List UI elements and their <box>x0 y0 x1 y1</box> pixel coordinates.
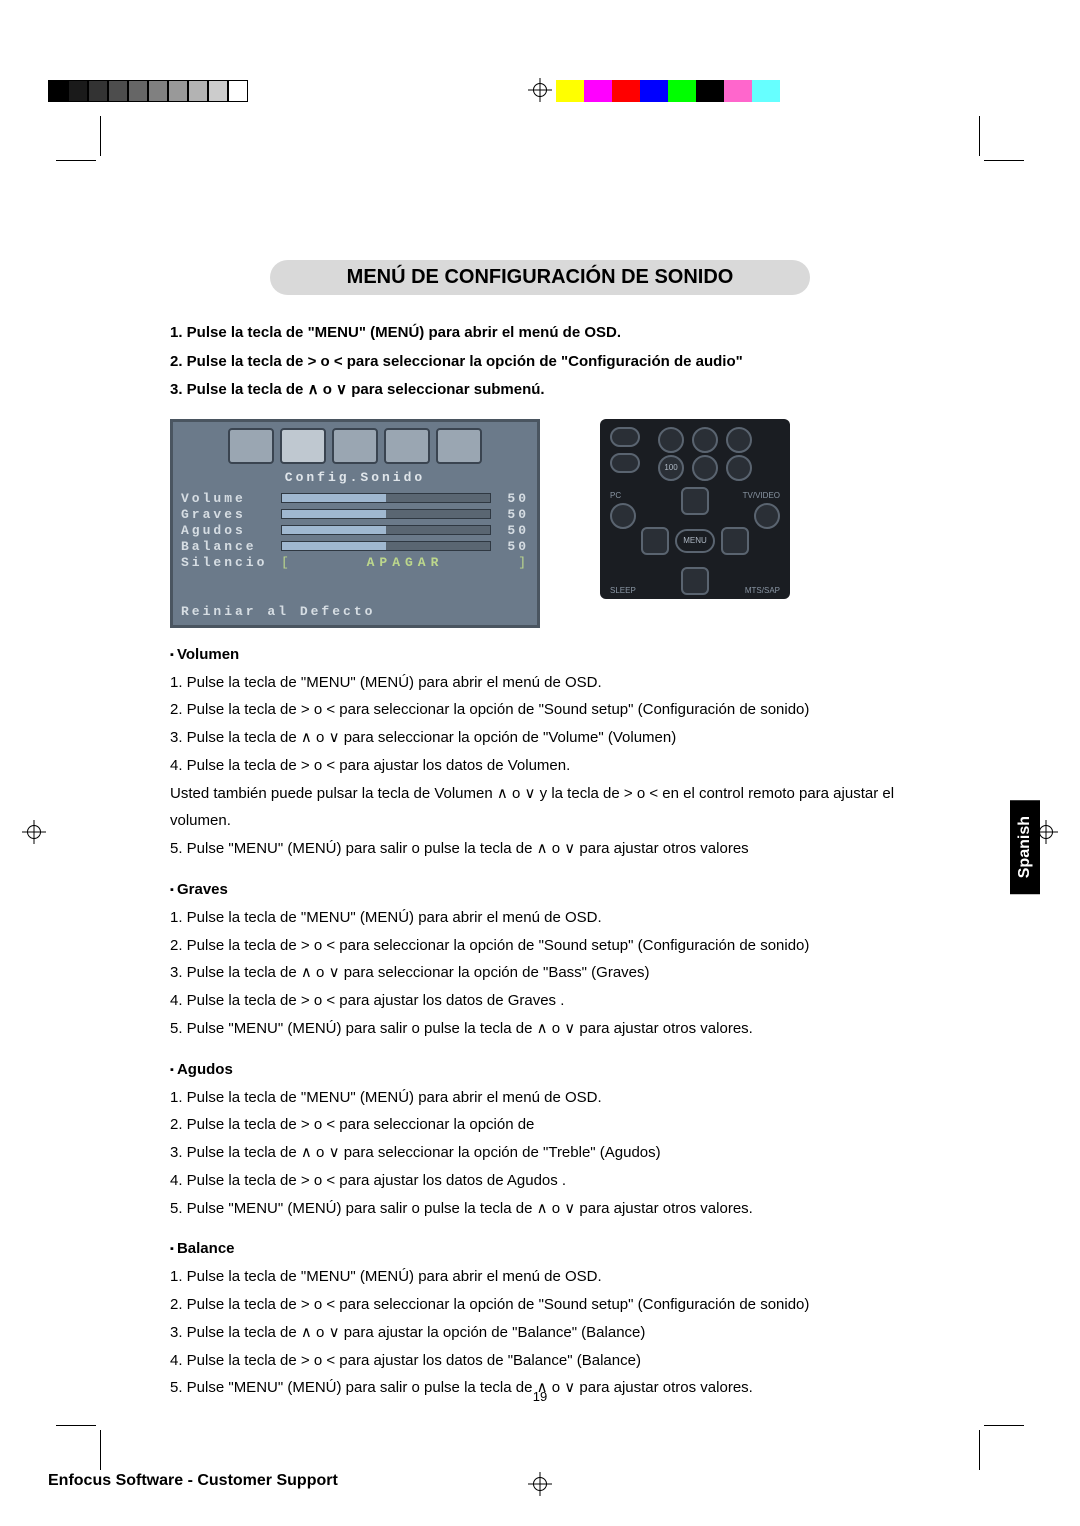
osd-tab-active <box>280 428 326 464</box>
registration-mark <box>528 78 552 102</box>
section-heading: Agudos <box>170 1061 910 1078</box>
step-line: 4. Pulse la tecla de > o < para ajustar … <box>170 752 910 780</box>
step-line: 1. Pulse la tecla de "MENU" (MENÚ) para … <box>170 1084 910 1112</box>
osd-slider <box>281 493 491 503</box>
step-line: 3. Pulse la tecla de ∧ o ∨ para seleccio… <box>170 1139 910 1167</box>
step-line: 4. Pulse la tecla de > o < para ajustar … <box>170 1167 910 1195</box>
dpad-menu: MENU <box>675 529 715 553</box>
section-steps: 1. Pulse la tecla de "MENU" (MENÚ) para … <box>170 904 910 1043</box>
step-line: 3. Pulse la tecla de ∧ o ∨ para seleccio… <box>170 959 910 987</box>
crop-mark <box>100 1430 101 1470</box>
color-bar <box>556 80 780 102</box>
page-title: MENÚ DE CONFIGURACIÓN DE SONIDO <box>270 260 810 295</box>
page-number: 19 <box>533 1389 547 1404</box>
remote-btn <box>692 455 718 481</box>
osd-value: 50 <box>499 507 529 522</box>
remote-btn-100: 100 <box>658 455 684 481</box>
step-line: 3. Pulse la tecla de ∧ o ∨ para ajustar … <box>170 1319 910 1347</box>
osd-value: 50 <box>499 523 529 538</box>
step-line: 2. Pulse la tecla de > o < para seleccio… <box>170 696 910 724</box>
crop-mark <box>56 160 96 161</box>
remote-btn <box>610 503 636 529</box>
intro-line: 1. Pulse la tecla de "MENU" (MENÚ) para … <box>170 319 910 348</box>
osd-label: Graves <box>181 507 281 522</box>
step-line: 4. Pulse la tecla de > o < para ajustar … <box>170 987 910 1015</box>
step-line: 2. Pulse la tecla de > o < para seleccio… <box>170 932 910 960</box>
osd-tab <box>332 428 378 464</box>
crop-mark <box>56 1425 96 1426</box>
osd-slider <box>281 541 491 551</box>
osd-row: Balance 50 <box>181 539 529 554</box>
osd-tab <box>436 428 482 464</box>
remote-btn <box>726 427 752 453</box>
crop-mark <box>100 116 101 156</box>
dpad-right <box>721 527 749 555</box>
grayscale-bar <box>48 80 248 102</box>
remote-btn <box>610 453 640 473</box>
remote-label-mts: MTS/SAP <box>745 586 780 595</box>
crop-mark <box>979 1430 980 1470</box>
section-steps: 1. Pulse la tecla de "MENU" (MENÚ) para … <box>170 1263 910 1402</box>
remote-btn <box>610 427 640 447</box>
intro-line: 3. Pulse la tecla de ∧ o ∨ para seleccio… <box>170 376 910 405</box>
registration-mark <box>22 820 46 844</box>
step-line: 2. Pulse la tecla de > o < para seleccio… <box>170 1111 910 1139</box>
step-line: 1. Pulse la tecla de "MENU" (MENÚ) para … <box>170 904 910 932</box>
remote-dpad: MENU <box>641 487 749 595</box>
section-steps: 1. Pulse la tecla de "MENU" (MENÚ) para … <box>170 669 910 863</box>
osd-label: Volume <box>181 491 281 506</box>
step-line: 2. Pulse la tecla de > o < para seleccio… <box>170 1291 910 1319</box>
osd-mute-label: Silencio <box>181 555 281 570</box>
step-line: 3. Pulse la tecla de ∧ o ∨ para seleccio… <box>170 724 910 752</box>
dpad-up <box>681 487 709 515</box>
registration-mark <box>528 1472 552 1496</box>
osd-tab <box>228 428 274 464</box>
language-tab: Spanish <box>1010 800 1040 894</box>
step-line: Usted también puede pulsar la tecla de V… <box>170 780 910 836</box>
remote-label-sleep: SLEEP <box>610 586 636 595</box>
step-line: 1. Pulse la tecla de "MENU" (MENÚ) para … <box>170 669 910 697</box>
osd-row: Graves 50 <box>181 507 529 522</box>
dpad-left <box>641 527 669 555</box>
osd-title: Config.Sonido <box>181 470 529 485</box>
osd-screenshot: Config.Sonido Volume50Graves50Agudos50Ba… <box>170 419 540 628</box>
osd-label: Agudos <box>181 523 281 538</box>
section-heading: Balance <box>170 1240 910 1257</box>
section-steps: 1. Pulse la tecla de "MENU" (MENÚ) para … <box>170 1084 910 1223</box>
osd-row: Volume 50 <box>181 491 529 506</box>
crop-mark <box>979 116 980 156</box>
remote-label-pc: PC <box>610 491 621 500</box>
osd-tab <box>384 428 430 464</box>
step-line: 1. Pulse la tecla de "MENU" (MENÚ) para … <box>170 1263 910 1291</box>
step-line: 5. Pulse "MENU" (MENÚ) para salir o puls… <box>170 1015 910 1043</box>
step-line: 5. Pulse "MENU" (MENÚ) para salir o puls… <box>170 1195 910 1223</box>
intro-steps: 1. Pulse la tecla de "MENU" (MENÚ) para … <box>170 319 910 405</box>
section-heading: Graves <box>170 881 910 898</box>
remote-btn <box>726 455 752 481</box>
remote-btn <box>658 427 684 453</box>
remote-btn <box>692 427 718 453</box>
intro-line: 2. Pulse la tecla de > o < para seleccio… <box>170 348 910 377</box>
osd-value: 50 <box>499 539 529 554</box>
osd-value: 50 <box>499 491 529 506</box>
step-line: 5. Pulse "MENU" (MENÚ) para salir o puls… <box>170 835 910 863</box>
crop-mark <box>984 160 1024 161</box>
osd-label: Balance <box>181 539 281 554</box>
osd-mute-action: APAGAR <box>292 555 518 570</box>
osd-row: Agudos 50 <box>181 523 529 538</box>
osd-slider <box>281 509 491 519</box>
osd-slider <box>281 525 491 535</box>
step-line: 4. Pulse la tecla de > o < para ajustar … <box>170 1347 910 1375</box>
remote-image: 100 PC TV/VIDEO SLEEP MTS/SAP MENU <box>600 419 790 599</box>
osd-footer: Reiniar al Defecto <box>181 604 529 619</box>
crop-mark <box>984 1425 1024 1426</box>
dpad-down <box>681 567 709 595</box>
section-heading: Volumen <box>170 646 910 663</box>
remote-btn <box>754 503 780 529</box>
page-content: MENÚ DE CONFIGURACIÓN DE SONIDO 1. Pulse… <box>170 260 910 1402</box>
footer-text: Enfocus Software - Customer Support <box>48 1472 338 1490</box>
